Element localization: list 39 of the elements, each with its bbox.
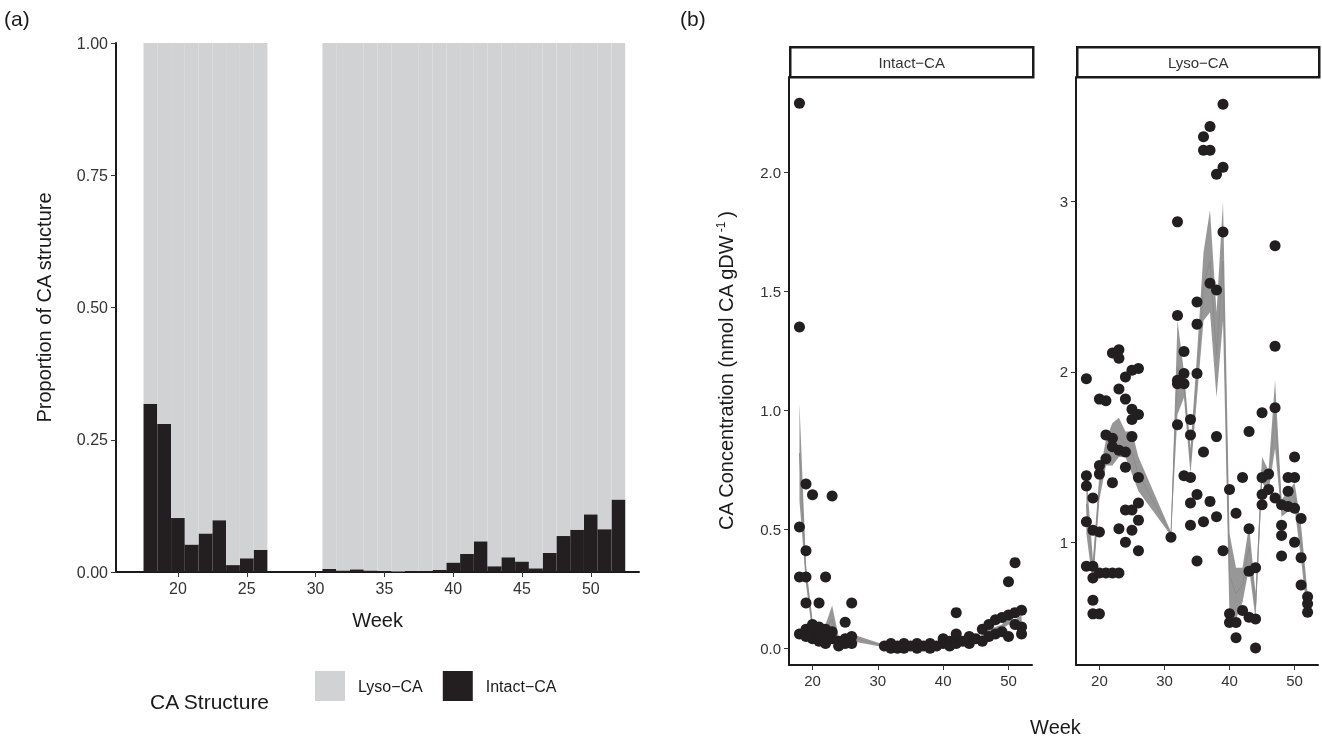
x-tick-label: 20: [1091, 672, 1108, 689]
y-tick-label: 1.0: [760, 401, 781, 419]
y-tick-label: 1.5: [760, 282, 781, 300]
chart-title: Lyso−CA: [1167, 53, 1229, 71]
legend-label: Intact−CA: [485, 677, 557, 695]
legend-title: CA Structure: [150, 690, 270, 713]
x-tick-label: 50: [1000, 672, 1017, 689]
x-tick-label: 20: [169, 579, 187, 597]
x-tick-label: 35: [375, 579, 394, 597]
y-tick-label: 0.00: [76, 563, 109, 581]
y-tick-label: 0.75: [76, 166, 109, 184]
x-tick-label: 40: [444, 579, 463, 597]
y-axis-title: Proportion of CA structure: [33, 192, 55, 423]
x-tick-label: 25: [237, 579, 256, 597]
x-tick-label: 30: [306, 579, 325, 597]
x-axis-title: Week: [1029, 716, 1082, 739]
y-tick-label: 0.0: [760, 639, 781, 657]
y-tick-label: 0.5: [760, 520, 781, 538]
y-tick-label: 0.25: [76, 431, 109, 449]
y-axis-title: CA Concentration (nmol CA gDW-1): [714, 210, 737, 530]
y-tick-label: 0.50: [76, 299, 109, 316]
chart-title: Intact−CA: [878, 53, 945, 71]
legend-label: Lyso−CA: [358, 677, 424, 695]
y-tick-label: 1.00: [76, 34, 109, 52]
x-tick-label: 50: [581, 579, 600, 597]
y-tick-label: 2.0: [760, 163, 781, 181]
x-tick-label: 30: [1156, 672, 1173, 689]
x-tick-label: 50: [1286, 672, 1303, 689]
y-tick-label: 1: [1059, 533, 1068, 551]
x-tick-label: 20: [804, 672, 821, 689]
x-tick-label: 30: [869, 672, 887, 689]
x-axis-title: Week: [352, 609, 404, 631]
text: (b): [680, 7, 706, 30]
text: (a): [4, 7, 30, 30]
y-tick-label: 2: [1059, 363, 1068, 381]
x-tick-label: 40: [1221, 672, 1238, 689]
x-tick-label: 45: [513, 579, 532, 597]
y-tick-label: 3: [1059, 192, 1068, 210]
x-tick-label: 40: [934, 672, 952, 689]
